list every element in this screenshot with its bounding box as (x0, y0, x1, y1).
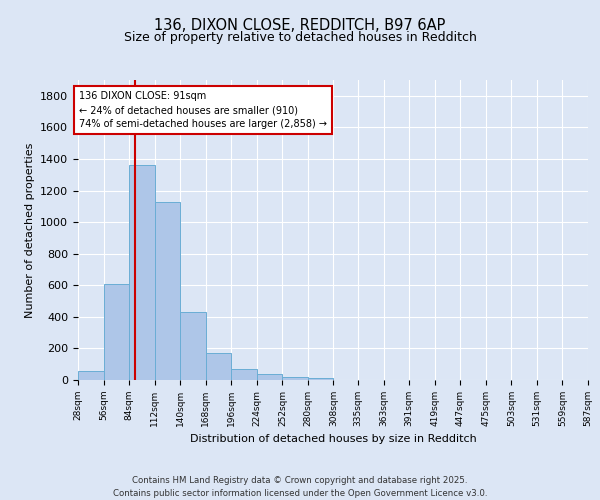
Text: Contains HM Land Registry data © Crown copyright and database right 2025.
Contai: Contains HM Land Registry data © Crown c… (113, 476, 487, 498)
Bar (206, 353, 231, 380)
Bar (129, 166, 155, 380)
Bar (78, 370, 104, 380)
X-axis label: Distribution of detached houses by size in Redditch: Distribution of detached houses by size … (190, 434, 476, 444)
Bar (155, 202, 180, 380)
Bar (104, 284, 129, 380)
Bar (231, 369, 257, 380)
Bar (308, 378, 334, 380)
Y-axis label: Number of detached properties: Number of detached properties (25, 142, 35, 318)
Text: 136 DIXON CLOSE: 91sqm
← 24% of detached houses are smaller (910)
74% of semi-de: 136 DIXON CLOSE: 91sqm ← 24% of detached… (79, 91, 327, 129)
Text: 136, DIXON CLOSE, REDDITCH, B97 6AP: 136, DIXON CLOSE, REDDITCH, B97 6AP (154, 18, 446, 32)
Bar (283, 377, 308, 380)
Bar (180, 312, 206, 380)
Text: Size of property relative to detached houses in Redditch: Size of property relative to detached ho… (124, 31, 476, 44)
Bar (257, 374, 283, 380)
